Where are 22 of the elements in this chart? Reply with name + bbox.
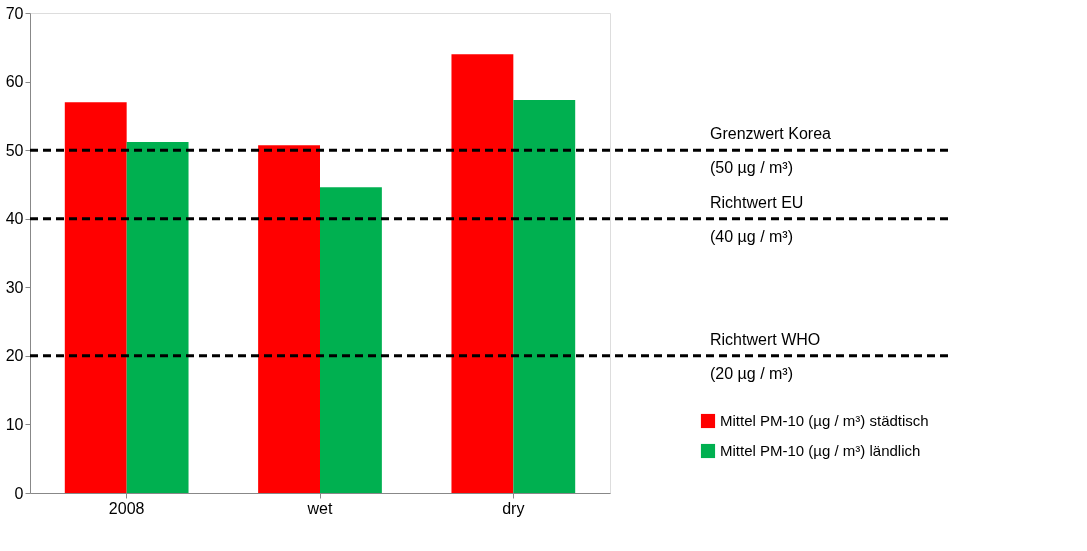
bar [513,100,576,493]
ref-line-label: Richtwert WHO (20 µg / m³) [710,330,821,382]
bar [126,141,189,493]
legend-label: Mittel PM-10 (µg / m³) ländlich [720,442,921,459]
y-tick-label: 20 [5,347,24,365]
bar [320,187,382,493]
y-tick-label: 30 [5,278,24,296]
legend-label: Mittel PM-10 (µg / m³) städtisch [720,412,929,429]
y-tick-label: 50 [5,141,24,159]
bar [64,102,127,493]
x-tick-label: 2008 [108,499,145,517]
ref-line-label: Grenzwert Korea (50 µg / m³) [710,125,832,177]
ref-line-label: Richtwert EU (40 µg / m³) [710,193,804,245]
x-tick-label: dry [502,499,525,517]
y-tick-label: 0 [14,484,24,502]
bar [451,54,514,493]
y-tick-label: 40 [5,210,24,228]
y-tick-label: 70 [5,4,24,22]
y-tick-label: 60 [5,73,24,91]
y-tick-label: 10 [5,415,24,433]
bar [258,145,320,493]
x-tick-label: wet [306,499,333,517]
